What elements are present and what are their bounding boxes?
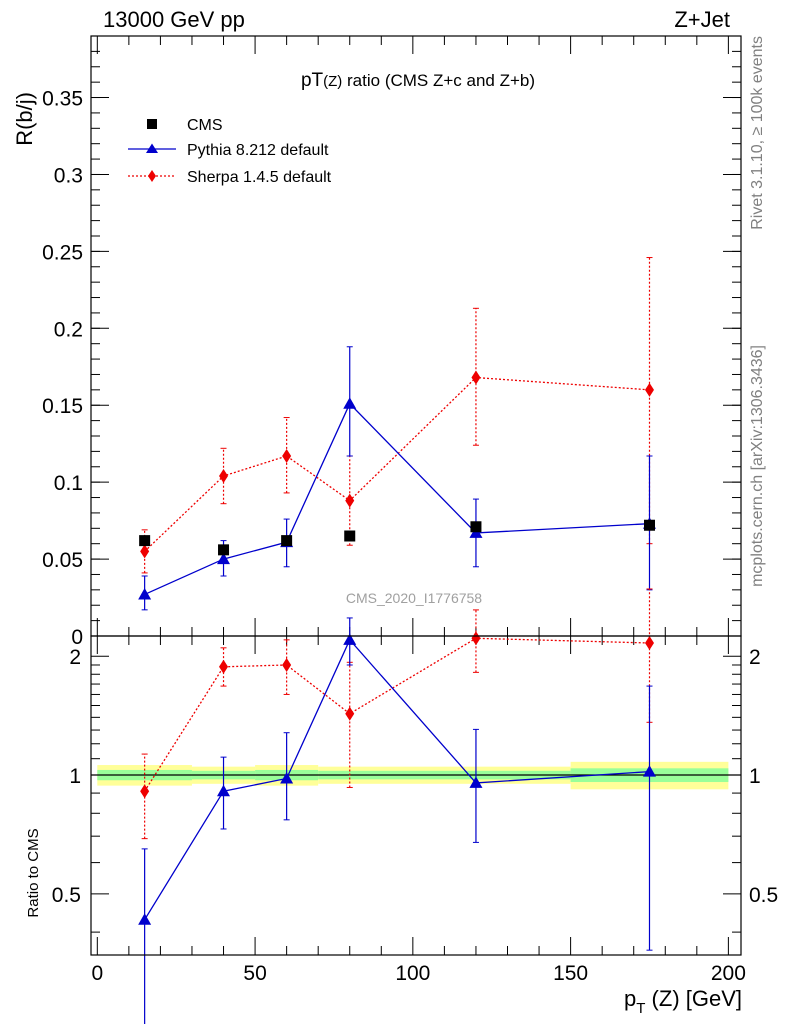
ratio-xtick-label: 200: [711, 962, 746, 985]
ratio-ytick-label-right: 1: [749, 765, 761, 788]
main-sherpa-point: [345, 493, 355, 508]
legend-cms-marker: [147, 119, 157, 129]
mcplots-label: mcplots.cern.ch [arXiv:1306.3436]: [749, 345, 766, 587]
main-ytick-label: 0.15: [42, 395, 83, 418]
ratio-ytick-label-right: 0.5: [749, 884, 778, 907]
analysis-id: CMS_2020_I1776758: [346, 590, 482, 606]
main-pythia-line: [144, 402, 650, 596]
legend-pythia-marker: [146, 143, 158, 153]
main-ytick-label: 0.3: [54, 164, 83, 187]
main-cms-point: [470, 521, 482, 533]
ratio-sherpa-point: [644, 635, 654, 650]
legend-sherpa-marker: [148, 170, 156, 182]
main-cms-point: [218, 544, 230, 556]
legend: CMS Pythia 8.212 default Sherpa 1.4.5 de…: [128, 117, 332, 186]
ratio-sherpa-point: [471, 631, 481, 646]
ratio-pythia-point: [642, 765, 656, 777]
main-sherpa-point: [219, 469, 229, 483]
main-sherpa-point: [282, 449, 292, 463]
ratio-pythia-point: [217, 784, 231, 797]
ratio-sherpa-point: [282, 657, 292, 672]
ratio-pythia-point: [469, 776, 483, 788]
legend-cms: CMS: [147, 117, 223, 134]
legend-pythia-label: Pythia 8.212 default: [187, 142, 329, 159]
main-title: pT(Z) ratio (CMS Z+c and Z+b): [301, 70, 535, 91]
main-series: [138, 257, 656, 611]
process-label: Z+Jet: [674, 7, 730, 32]
ratio-sherpa-point: [140, 784, 150, 799]
energy-label: 13000 GeV pp: [103, 7, 245, 32]
main-ytick-label: 0: [71, 626, 83, 649]
xlabel-rest: (Z) [GeV]: [645, 986, 742, 1011]
ratio-ytick-label: 0.5: [52, 884, 81, 907]
legend-cms-label: CMS: [187, 117, 223, 134]
ratio-xtick-label: 50: [243, 962, 266, 985]
main-sherpa-point: [471, 370, 481, 385]
main-ticks: 0 0.05 0.1 0.15 0.2 0.25 0.3 0.35: [42, 35, 741, 649]
main-ytick-label: 0.1: [54, 472, 83, 495]
ratio-ytick-label: 1: [69, 765, 81, 788]
ratio-frame: [90, 635, 742, 956]
title-main: pT: [301, 70, 324, 91]
ratio-panel: 0.5 0.51 12 20 50 100 150 200 Ratio to CMS pT (…: [25, 588, 778, 1024]
main-cms-point: [281, 535, 293, 547]
ratio-sherpa-point: [345, 706, 355, 721]
main-panel: pT(Z) ratio (CMS Z+c and Z+b) R(b/j) CMS…: [12, 35, 742, 649]
xlabel-main: p: [624, 986, 636, 1011]
main-cms-point: [139, 535, 151, 547]
main-ylabel: R(b/j): [12, 92, 37, 146]
ratio-pythia-point: [138, 913, 152, 925]
title-sub: (Z): [323, 73, 342, 90]
xlabel-sub: T: [636, 1000, 645, 1017]
main-sherpa-line: [144, 376, 650, 552]
legend-sherpa: Sherpa 1.4.5 default: [128, 169, 332, 186]
ratio-series: [138, 588, 656, 1024]
main-pythia-point: [217, 552, 231, 565]
main-pythia-point: [138, 587, 152, 600]
title-rest: ratio (CMS Z+c and Z+b): [342, 71, 535, 90]
ratio-xtick-label: 150: [553, 962, 588, 985]
main-cms-point: [643, 519, 655, 531]
ratio-ticks: 0.5 0.5 1 1 2 2 0 50 100 150 200: [52, 636, 778, 985]
main-sherpa-point: [140, 544, 150, 559]
main-ytick-label: 0.2: [54, 318, 83, 341]
legend-sherpa-label: Sherpa 1.4.5 default: [187, 169, 332, 186]
ratio-pythia-point: [280, 771, 294, 784]
legend-pythia: Pythia 8.212 default: [128, 142, 329, 159]
ratio-xtick-label: 100: [395, 962, 430, 985]
main-pythia-point: [343, 397, 357, 409]
main-ytick-label: 0.35: [42, 88, 83, 111]
ratio-ytick-label: 2: [69, 646, 81, 669]
main-ytick-label: 0.25: [42, 241, 83, 264]
rivet-label: Rivet 3.1.10, ≥ 100k events: [749, 36, 766, 230]
ratio-sherpa-point: [219, 659, 229, 674]
ratio-xlabel: pT (Z) [GeV]: [624, 986, 742, 1017]
main-ytick-label: 0.05: [42, 549, 83, 572]
ratio-pythia-point: [343, 633, 357, 645]
ratio-pythia-line: [144, 638, 650, 921]
ratio-ylabel: Ratio to CMS: [25, 828, 42, 917]
main-sherpa-point: [644, 382, 654, 397]
ratio-ytick-label-right: 2: [749, 646, 761, 669]
ratio-xtick-label: 0: [91, 962, 103, 985]
main-cms-point: [344, 530, 356, 542]
